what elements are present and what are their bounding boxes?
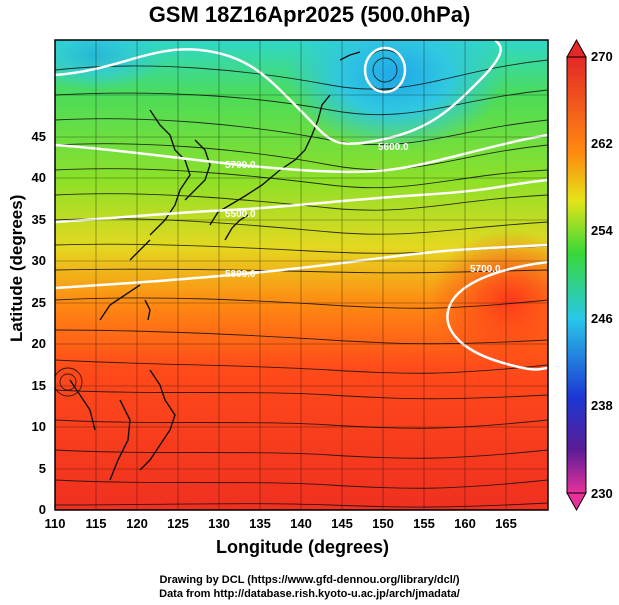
x-tick-label: 115	[85, 516, 107, 531]
x-tick-label: 130	[208, 516, 230, 531]
y-tick-label: 0	[38, 502, 46, 517]
wind-streamlines	[55, 49, 548, 508]
y-tick-label: 10	[31, 419, 46, 434]
map-grid	[55, 40, 548, 510]
x-tick-label: 155	[413, 516, 435, 531]
contour-label: 5500.0	[225, 209, 256, 220]
x-tick-label: 120	[126, 516, 148, 531]
colorbar-label: 246	[591, 311, 613, 326]
y-tick-label: 25	[31, 295, 46, 310]
y-tick-label: 35	[31, 212, 46, 227]
temperature-field: 5700.0 5600.0 5500.0 5800.0 5700.0	[55, 40, 548, 510]
colorbar-label: 262	[591, 136, 613, 151]
credit-data: Data from http://database.rish.kyoto-u.a…	[159, 588, 460, 600]
contour-label: 5800.0	[225, 269, 256, 280]
x-tick-label: 145	[331, 516, 353, 531]
colorbar-label: 254	[591, 223, 613, 238]
x-tick-label: 135	[249, 516, 271, 531]
x-tick-label: 140	[290, 516, 312, 531]
colorbar-label: 238	[591, 398, 613, 413]
x-axis-label: Longitude (degrees)	[215, 537, 389, 557]
y-tick-label: 5	[38, 461, 46, 476]
credits: Drawing by DCL (https://www.gfd-dennou.o…	[0, 573, 619, 601]
y-tick-label: 45	[31, 129, 46, 144]
x-tick-label: 125	[167, 516, 189, 531]
contour-label: 5700.0	[225, 160, 256, 171]
y-tick-label: 15	[31, 378, 46, 393]
x-tick-label: 150	[372, 516, 394, 531]
credit-drawing: Drawing by DCL (https://www.gfd-dennou.o…	[159, 574, 460, 586]
colorbar-label: 270	[591, 49, 613, 64]
x-tick-label: 110	[44, 516, 66, 531]
y-axis-label: Latitude (degrees)	[7, 194, 26, 342]
height-contours	[55, 40, 548, 371]
plot-frame	[54, 39, 549, 511]
x-tick-label: 165	[495, 516, 517, 531]
contour-label: 5700.0	[470, 264, 501, 275]
map-title: GSM 18Z16Apr2025 (500.0hPa)	[148, 2, 471, 27]
y-tick-label: 40	[31, 170, 46, 185]
x-tick-label: 160	[454, 516, 476, 531]
y-tick-label: 30	[31, 253, 46, 268]
colorbar-label: 230	[591, 486, 613, 501]
y-tick-label: 20	[31, 336, 46, 351]
colorbar	[566, 38, 587, 512]
contour-label: 5600.0	[378, 142, 409, 153]
